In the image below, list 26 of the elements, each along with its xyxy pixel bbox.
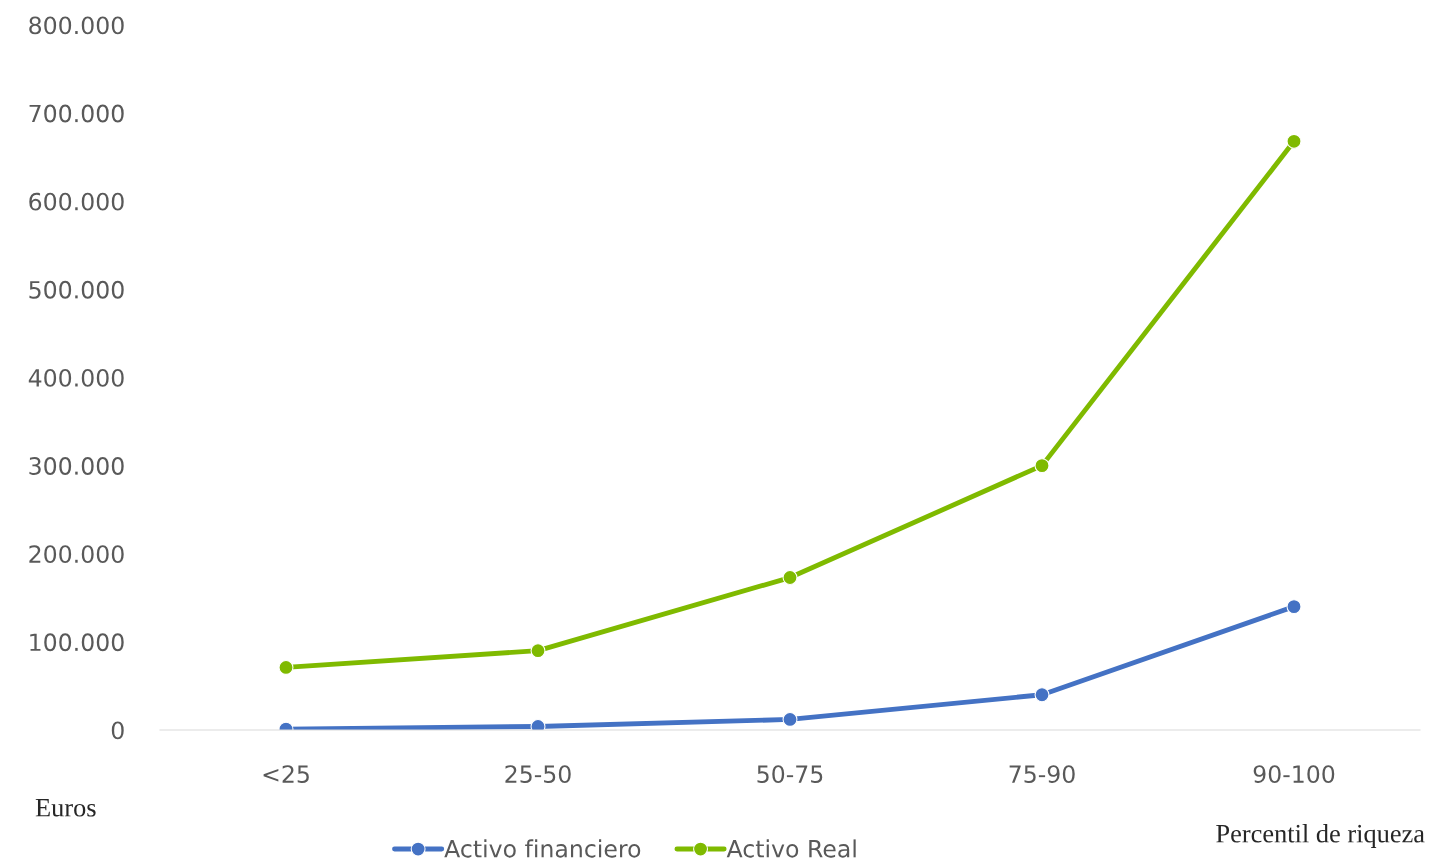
y-tick-label: 800.000 [29, 16, 124, 35]
y-tick-label: 100.000 [30, 633, 124, 652]
x-tick-label: <25 [263, 765, 309, 783]
point [782, 711, 798, 727]
y-tick-label: 500.000 [29, 280, 124, 299]
point [1034, 458, 1050, 474]
y-tick-label: 200.000 [29, 545, 124, 564]
legend-label: Activo Real [726, 839, 856, 858]
y-tick-label: 600.000 [29, 192, 124, 211]
y-tick-label: 300.000 [29, 457, 124, 475]
point [1034, 687, 1050, 703]
x-axis-title: Percentil de riqueza [1216, 824, 1425, 848]
x-tick-label: 90-100 [1253, 765, 1335, 783]
y-tick-label: 700.000 [29, 104, 124, 123]
y-tick-label: 0 [111, 721, 124, 740]
point [278, 659, 294, 675]
x-tick-label: 75-90 [1009, 765, 1075, 783]
y-tick-label: 400.000 [28, 368, 124, 387]
x-tick-label: 50-75 [757, 765, 823, 783]
point [530, 643, 546, 659]
legend-label: Activo financiero [444, 839, 641, 858]
y-axis-title: Euros [35, 799, 96, 817]
point [782, 570, 798, 586]
point [1286, 133, 1302, 149]
x-tick-label: 25-50 [505, 765, 571, 783]
point [1286, 599, 1302, 615]
